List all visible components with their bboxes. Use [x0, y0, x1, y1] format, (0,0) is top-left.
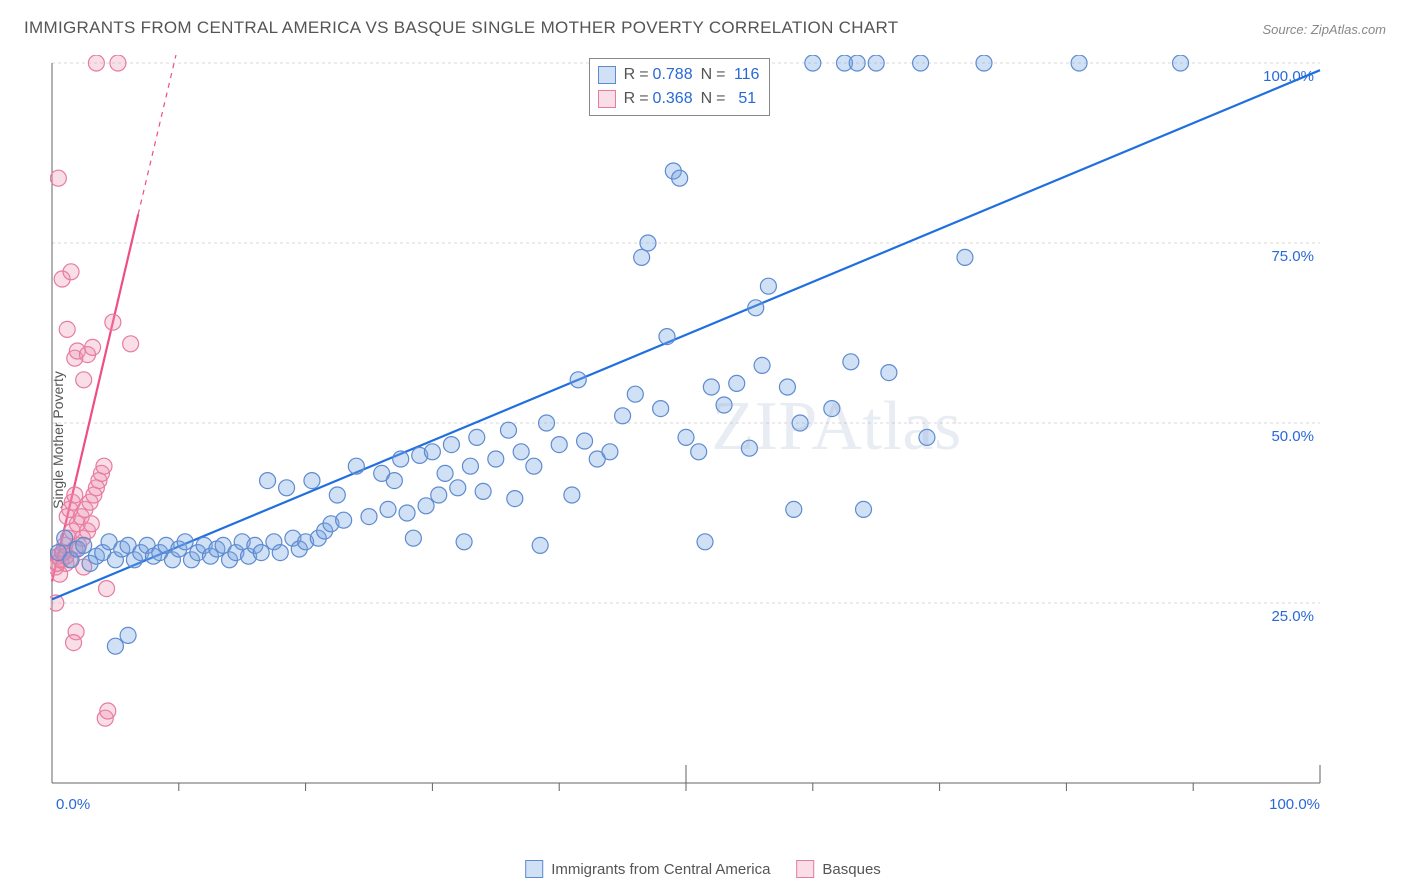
stats-legend: R=0.788 N= 116 R=0.368 N= 51	[589, 58, 771, 116]
svg-text:75.0%: 75.0%	[1271, 248, 1314, 265]
svg-text:100.0%: 100.0%	[1269, 796, 1320, 813]
chart-title: IMMIGRANTS FROM CENTRAL AMERICA VS BASQU…	[24, 18, 898, 38]
legend-swatch-1	[525, 860, 543, 878]
swatch-series-1	[598, 66, 616, 84]
svg-text:0.0%: 0.0%	[56, 796, 90, 813]
chart-container: Single Mother Poverty 25.0%50.0%75.0%100…	[50, 55, 1380, 825]
scatter-plot: 25.0%50.0%75.0%100.0%0.0%100.0%	[50, 55, 1380, 825]
legend-swatch-2	[796, 860, 814, 878]
legend-label-2: Basques	[822, 861, 880, 878]
stats-r-1: R=0.788	[624, 66, 693, 84]
stats-n-1: N= 116	[701, 66, 760, 84]
stats-row-1: R=0.788 N= 116	[598, 63, 760, 87]
swatch-series-2	[598, 90, 616, 108]
legend-label-1: Immigrants from Central America	[551, 861, 770, 878]
legend-item-2: Basques	[796, 860, 880, 878]
bottom-legend: Immigrants from Central America Basques	[525, 860, 881, 878]
svg-text:50.0%: 50.0%	[1271, 428, 1314, 445]
stats-r-2: R=0.368	[624, 90, 693, 108]
stats-n-2: N= 51	[701, 90, 757, 108]
stats-row-2: R=0.368 N= 51	[598, 87, 760, 111]
source-label: Source: ZipAtlas.com	[1262, 22, 1386, 37]
legend-item-1: Immigrants from Central America	[525, 860, 770, 878]
svg-text:25.0%: 25.0%	[1271, 608, 1314, 625]
